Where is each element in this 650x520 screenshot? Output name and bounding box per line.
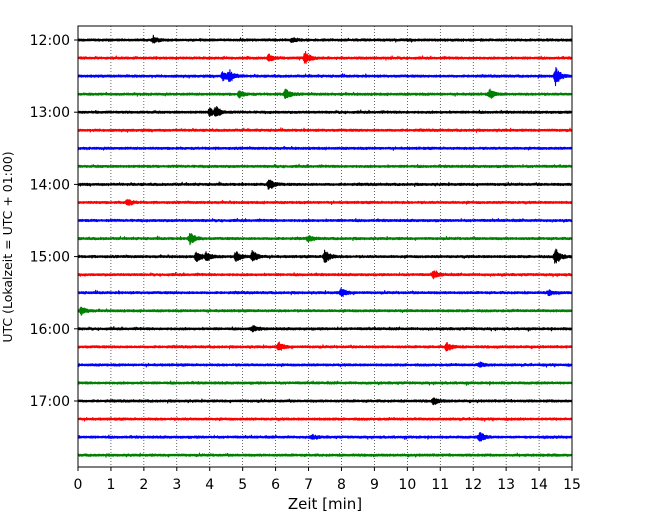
- x-tick-label: 3: [172, 477, 181, 493]
- seismogram-trace: [77, 361, 573, 368]
- seismogram-trace: [77, 380, 573, 386]
- seismogram-trace: [77, 127, 573, 133]
- plot-frame: [77, 25, 573, 468]
- seismogram-trace: [77, 34, 573, 44]
- y-tick-label: 14:00: [30, 177, 70, 193]
- x-tick-label: 11: [431, 477, 449, 493]
- x-axis-ticks: 0 1 2 3 4 5 6 7 8 9 10 11 12 13 14 15: [74, 467, 581, 493]
- seismogram-trace: [77, 145, 573, 151]
- x-tick-label: 4: [205, 477, 214, 493]
- seismogram-trace: [77, 287, 573, 298]
- x-tick-label: 14: [530, 477, 548, 493]
- y-tick-label: 17:00: [30, 394, 70, 410]
- seismogram-trace: [77, 325, 573, 333]
- x-tick-label: 8: [337, 477, 346, 493]
- x-tick-label: 6: [271, 477, 280, 493]
- plot-background: [78, 26, 572, 467]
- x-tick-label: 2: [139, 477, 148, 493]
- seismogram-trace: [77, 270, 573, 280]
- x-tick-label: 13: [497, 477, 515, 493]
- seismogram-trace: [77, 306, 573, 316]
- seismogram-trace: [77, 105, 573, 117]
- x-tick-label: 12: [464, 477, 482, 493]
- seismogram-trace: [77, 217, 573, 223]
- y-tick-label: 15:00: [30, 250, 70, 266]
- x-tick-label: 5: [238, 477, 247, 493]
- x-tick-label: 1: [106, 477, 115, 493]
- seismogram-trace: [77, 50, 573, 65]
- seismogram-trace: [77, 179, 573, 190]
- x-tick-label: 9: [370, 477, 379, 493]
- x-tick-label: 15: [563, 477, 581, 493]
- y-tick-label: 16:00: [30, 322, 70, 338]
- x-axis-label: Zeit [min]: [288, 495, 362, 513]
- y-axis-label: UTC (Lokalzeit = UTC + 01:00): [0, 151, 15, 342]
- x-tick-label: 7: [304, 477, 313, 493]
- seismogram-trace: [77, 233, 573, 246]
- seismogram-trace: [77, 431, 573, 442]
- seismogram-trace: [77, 416, 573, 422]
- y-tick-label: 12:00: [30, 33, 70, 49]
- seismogram-traces: [77, 34, 573, 458]
- seismogram-trace: [77, 341, 573, 352]
- seismogram-trace: [77, 67, 573, 87]
- seismogram-trace: [77, 198, 573, 206]
- y-tick-label: 13:00: [30, 105, 70, 121]
- y-axis-ticks: 12:00 13:00 14:00 15:00 16:00 17:00: [30, 33, 78, 410]
- seismogram-trace: [77, 452, 573, 458]
- seismogram-trace: [77, 88, 573, 99]
- x-tick-label: 10: [398, 477, 416, 493]
- seismogram-trace: [77, 163, 573, 169]
- seismogram-trace: [77, 248, 573, 264]
- x-tick-label: 0: [74, 477, 83, 493]
- seismogram-trace: [77, 397, 573, 406]
